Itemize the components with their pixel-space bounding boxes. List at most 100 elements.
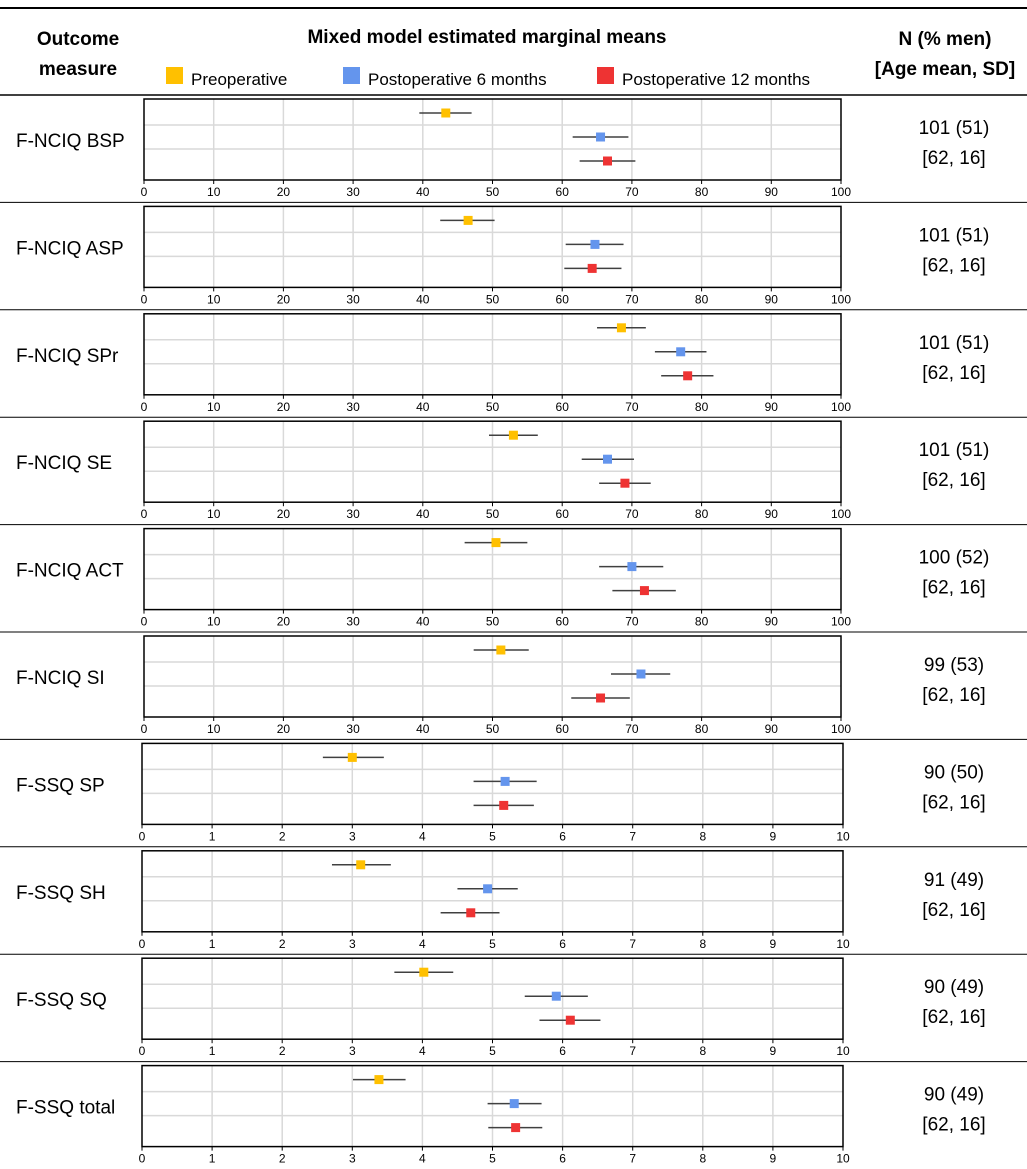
panel-1-tick-label: 30 [346, 292, 360, 306]
panel-7-tick-label: 7 [629, 937, 636, 951]
panel-1-tick-label: 50 [486, 292, 500, 306]
panel-5-n: 99 (53) [924, 655, 984, 676]
panel-2-tick-label: 30 [346, 400, 360, 414]
legend-swatch-preoperative [166, 67, 183, 84]
panel-9-tick-label: 10 [836, 1152, 850, 1166]
panel-2-point-1 [676, 347, 686, 357]
panel-4-tick-label: 40 [416, 615, 430, 629]
panel-6-tick-label: 2 [279, 829, 286, 843]
panel-3-point-0 [508, 430, 518, 440]
panel-2-label: F-NCIQ SPr [16, 346, 119, 367]
panel-4-tick-label: 80 [695, 615, 709, 629]
panel-2-tick-label: 70 [625, 400, 639, 414]
panel-7-tick-label: 2 [279, 937, 286, 951]
panel-5-tick-label: 90 [765, 722, 779, 736]
panel-1-point-2 [587, 263, 597, 273]
panel-7-tick-label: 10 [836, 937, 850, 951]
panel-8-tick-label: 9 [770, 1044, 777, 1058]
panel-8-tick-label: 7 [629, 1044, 636, 1058]
legend: Preoperative Postoperative 6 months Post… [166, 67, 810, 89]
panel-1-n: 101 (51) [919, 225, 990, 246]
panel-6-point-1 [500, 776, 510, 786]
panel-6-tick-label: 4 [419, 829, 426, 843]
panel-8-tick-label: 1 [209, 1044, 216, 1058]
panel-0-point-0 [441, 108, 451, 118]
panel-6-age: [62, 16] [922, 792, 985, 813]
panel-6-tick-label: 0 [139, 829, 146, 843]
panel-9-n: 90 (49) [924, 1085, 984, 1106]
panel-9-tick-label: 5 [489, 1152, 496, 1166]
panel-1-tick-label: 90 [765, 292, 779, 306]
panel-9-tick-label: 7 [629, 1152, 636, 1166]
panel-7-tick-label: 1 [209, 937, 216, 951]
panel-8-tick-label: 3 [349, 1044, 356, 1058]
panel-9-point-2 [511, 1123, 521, 1133]
panel-7-tick-label: 8 [699, 937, 706, 951]
panel-4-tick-label: 20 [277, 615, 291, 629]
legend-label-postop-6m: Postoperative 6 months [368, 70, 547, 89]
panel-4-tick-label: 10 [207, 615, 221, 629]
panel-6-tick-label: 9 [770, 829, 777, 843]
panel-1-tick-label: 10 [207, 292, 221, 306]
panel-0-point-2 [603, 156, 613, 166]
panel-1-point-1 [590, 239, 600, 249]
panel-1-tick-label: 20 [277, 292, 291, 306]
panel-7-tick-label: 0 [139, 937, 146, 951]
panel-4-point-1 [627, 562, 637, 572]
panel-9-tick-label: 4 [419, 1152, 426, 1166]
panel-5-tick-label: 50 [486, 722, 500, 736]
panel-9-age: [62, 16] [922, 1115, 985, 1136]
panel-2-tick-label: 40 [416, 400, 430, 414]
panel-3-tick-label: 0 [141, 507, 148, 521]
panel-6-label: F-SSQ SP [16, 775, 105, 796]
panel-4-n: 100 (52) [919, 548, 990, 569]
panel-0-point-1 [596, 132, 606, 142]
panel-8-age: [62, 16] [922, 1007, 985, 1028]
panel-9-tick-label: 8 [699, 1152, 706, 1166]
panel-8-label: F-SSQ SQ [16, 990, 107, 1011]
panel-3-tick-label: 80 [695, 507, 709, 521]
panel-1-tick-label: 100 [831, 292, 851, 306]
panel-0-tick-label: 10 [207, 185, 221, 199]
panel-3-tick-label: 70 [625, 507, 639, 521]
n-header-line2: [Age mean, SD] [875, 59, 1015, 80]
panel-7-tick-label: 4 [419, 937, 426, 951]
panel-2-tick-label: 80 [695, 400, 709, 414]
panel-9-point-0 [374, 1075, 384, 1085]
panel-0-age: [62, 16] [922, 148, 985, 169]
panel-9-tick-label: 1 [209, 1152, 216, 1166]
panel-0-tick-label: 70 [625, 185, 639, 199]
panel-7-point-1 [483, 884, 493, 894]
panel-0-tick-label: 90 [765, 185, 779, 199]
panel-0-tick-label: 100 [831, 185, 851, 199]
panel-1-tick-label: 60 [556, 292, 570, 306]
panel-5-point-0 [496, 645, 506, 655]
panel-3-tick-label: 50 [486, 507, 500, 521]
panel-3-point-1 [603, 454, 613, 464]
panel-4-tick-label: 90 [765, 615, 779, 629]
panel-3-tick-label: 10 [207, 507, 221, 521]
panel-8-point-2 [565, 1015, 575, 1025]
panel-7-label: F-SSQ SH [16, 883, 106, 904]
panel-3-tick-label: 40 [416, 507, 430, 521]
panel-6-tick-label: 1 [209, 829, 216, 843]
panel-2-point-2 [683, 371, 693, 381]
panel-2-tick-label: 90 [765, 400, 779, 414]
panel-2-tick-label: 60 [556, 400, 570, 414]
panel-9-point-1 [509, 1099, 519, 1109]
panel-6-point-2 [499, 800, 509, 810]
panel-5-tick-label: 80 [695, 722, 709, 736]
panel-6-tick-label: 10 [836, 829, 850, 843]
panel-1-tick-label: 0 [141, 292, 148, 306]
legend-swatch-postop-6m [343, 67, 360, 84]
panel-8-n: 90 (49) [924, 977, 984, 998]
panel-1-label: F-NCIQ ASP [16, 238, 124, 259]
panel-7-point-0 [356, 860, 366, 870]
panel-5-point-2 [596, 693, 606, 703]
panel-0-tick-label: 20 [277, 185, 291, 199]
panel-2-tick-label: 0 [141, 400, 148, 414]
panel-3-tick-label: 100 [831, 507, 851, 521]
panel-6-tick-label: 5 [489, 829, 496, 843]
panel-6-tick-label: 8 [699, 829, 706, 843]
